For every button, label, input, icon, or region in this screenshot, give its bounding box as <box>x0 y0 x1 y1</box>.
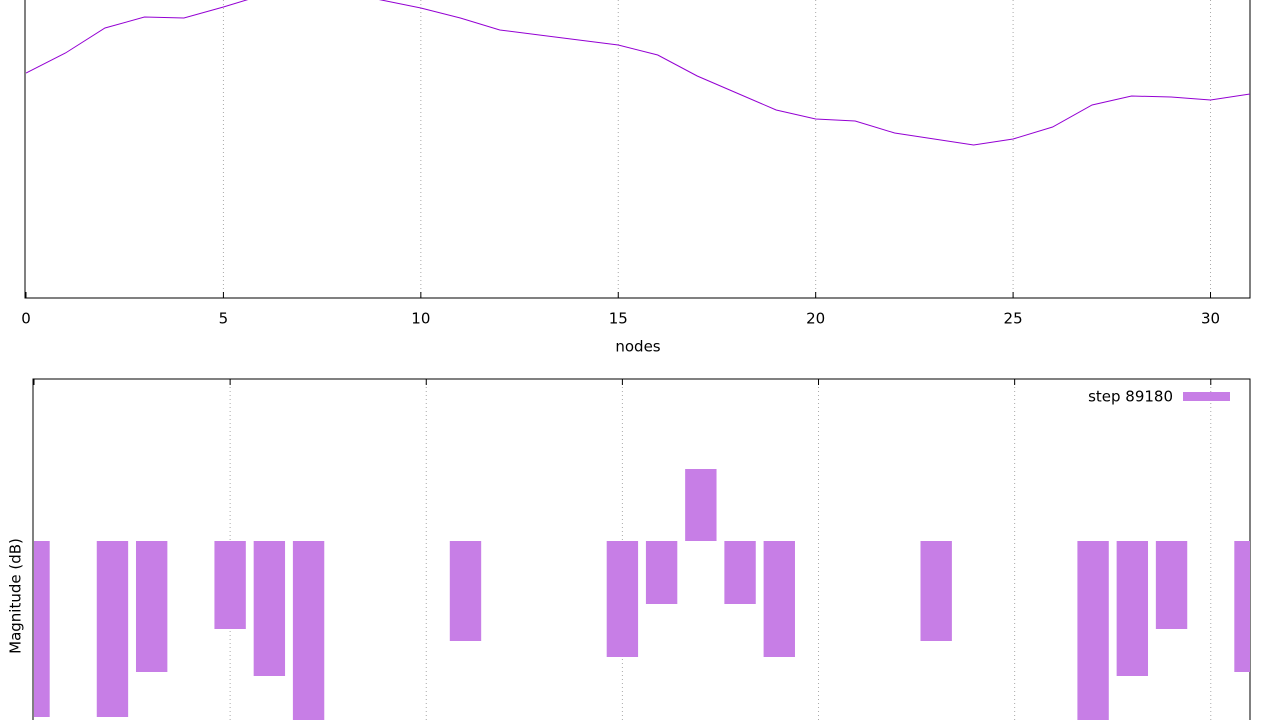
plot-area <box>34 469 1250 720</box>
bar <box>1155 541 1188 629</box>
bar <box>253 541 286 676</box>
y-axis-label: Magnitude (dB) <box>7 538 25 654</box>
data-line <box>26 0 1250 146</box>
bar <box>292 541 325 720</box>
bar <box>135 541 168 672</box>
bar <box>1234 541 1250 672</box>
x-axis-label: nodes <box>615 338 660 356</box>
bar <box>214 541 246 629</box>
x-tick-label: 25 <box>1004 310 1023 328</box>
legend-label: step 89180 <box>1088 388 1173 406</box>
plot-area <box>26 0 1250 146</box>
bar <box>920 541 952 641</box>
bar <box>449 541 482 641</box>
x-tick-label: 30 <box>1201 310 1220 328</box>
bar <box>724 541 756 604</box>
plot-frame <box>24 0 1251 299</box>
bar <box>1116 541 1149 676</box>
bar <box>1077 541 1109 720</box>
bar <box>685 469 717 541</box>
x-tick-label: 10 <box>411 310 430 328</box>
x-tick-label: 0 <box>21 310 31 328</box>
bar <box>96 541 129 717</box>
legend-swatch <box>1183 392 1230 401</box>
x-tick-label: 15 <box>609 310 628 328</box>
x-tick-label: 5 <box>219 310 229 328</box>
bar <box>645 541 678 604</box>
bar <box>34 541 50 717</box>
bar <box>606 541 639 657</box>
bar <box>763 541 795 657</box>
x-tick-label: 20 <box>806 310 825 328</box>
